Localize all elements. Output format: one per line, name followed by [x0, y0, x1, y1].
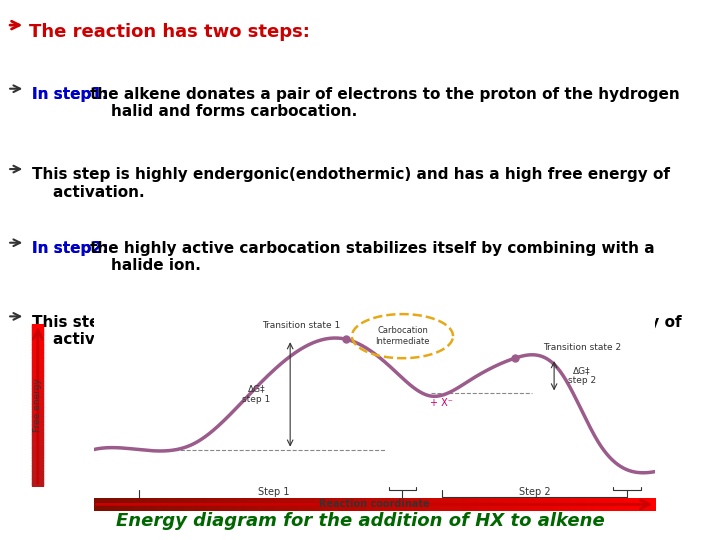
Text: Reaction coordinate: Reaction coordinate	[319, 500, 430, 509]
Text: ΔG‡
step 2: ΔG‡ step 2	[568, 366, 596, 386]
Text: In step1:: In step1:	[32, 87, 114, 102]
Text: Transition state 1: Transition state 1	[262, 321, 341, 330]
Text: The reaction has two steps:: The reaction has two steps:	[29, 23, 310, 42]
Text: In step2:: In step2:	[32, 241, 114, 256]
Text: This step is highly exergonic(exothermic) and has a very low free energy of
    : This step is highly exergonic(exothermic…	[32, 315, 682, 347]
Text: the alkene donates a pair of electrons to the proton of the hydrogen
    halid a: the alkene donates a pair of electrons t…	[90, 87, 680, 119]
Text: Transition state 2: Transition state 2	[543, 343, 621, 352]
Text: Free energy: Free energy	[33, 378, 42, 432]
Text: ΔG‡
step 1: ΔG‡ step 1	[243, 384, 271, 404]
Text: Energy diagram for the addition of HX to alkene: Energy diagram for the addition of HX to…	[116, 511, 604, 530]
Text: Step 2: Step 2	[518, 487, 550, 497]
Text: This step is highly endergonic(endothermic) and has a high free energy of
    ac: This step is highly endergonic(endotherm…	[32, 167, 670, 200]
Text: Step 1: Step 1	[258, 487, 289, 497]
Text: the highly active carbocation stabilizes itself by combining with a
    halide i: the highly active carbocation stabilizes…	[90, 241, 654, 273]
Text: In step1:: In step1:	[32, 87, 114, 102]
Text: + X⁻: + X⁻	[431, 398, 453, 408]
Text: Carbocation
Intermediate: Carbocation Intermediate	[375, 327, 430, 346]
Text: In step2:: In step2:	[32, 241, 114, 256]
Text: In step2:: In step2:	[0, 539, 1, 540]
Text: In step1:: In step1:	[0, 539, 1, 540]
